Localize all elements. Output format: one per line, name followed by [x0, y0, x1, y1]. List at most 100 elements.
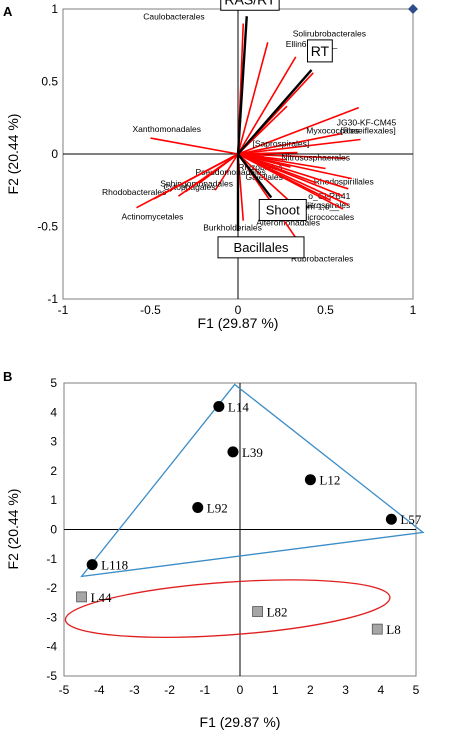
- panel-a-x-tick-label: 0: [235, 303, 242, 317]
- panel-b-x-tick-label: -4: [94, 683, 105, 697]
- vector-unlabeled-29: [237, 153, 265, 158]
- panel-a-x-tick-label: 1: [410, 303, 417, 317]
- vector-label-cytophagales: Cytophagales: [164, 182, 216, 192]
- point-l39: [227, 446, 239, 458]
- point-label-l92: L92: [207, 501, 228, 516]
- panel-b-y-tick-label: -1: [46, 552, 57, 566]
- panel-b-y-tick-label: 1: [50, 493, 57, 507]
- panel-b-x-tick-label: 3: [342, 683, 349, 697]
- vector-xanthomonadales: [150, 137, 239, 155]
- panel-b-score-plot: B -5 -4 -3 -2 -1 0 1 2 3 4 5 -5 -4 -3 -2 -1 0 1 2 3 4 5 L14 L3…: [3, 369, 425, 730]
- point-l14: [213, 400, 225, 412]
- supplementary-label-ras-rt: RAS/RT: [224, 0, 276, 7]
- vector-solirubrobacterales: [237, 42, 269, 155]
- supplementary-label-rt: RT: [311, 43, 330, 59]
- vector-label-burkholderiales: Burkholderiales: [203, 223, 262, 233]
- panel-b-x-tick-label: 2: [307, 683, 314, 697]
- vector-label-rhizobiales: Rhizobiales: [238, 162, 282, 172]
- panel-a-y-tick-label: 0.5: [41, 75, 58, 89]
- panel-b-y-tick-label: 3: [50, 435, 57, 449]
- panel-a-variable-vectors: CaulobacteralesSolirubrobacteralesEllin6…: [102, 12, 397, 264]
- point-label-l118: L118: [101, 558, 128, 573]
- vector-ellin6529-o: [237, 56, 297, 155]
- supplementary-label-box-bacillales: [217, 236, 305, 259]
- supplementary-label-bacillales: Bacillales: [234, 240, 289, 255]
- supplementary-vector-ras-rt: [236, 16, 248, 155]
- vector-unlabeled-27: [237, 153, 318, 184]
- vector-label-saprospirales: [Saprospirales]: [253, 139, 310, 149]
- vector-sphingomonadales: [214, 153, 239, 191]
- supplementary-label-shoot: Shoot: [266, 203, 300, 218]
- point-l118: [86, 559, 98, 571]
- supplementary-label-box-ras-rt: [220, 0, 280, 11]
- vector-label-solirubrobacterales: Solirubrobacterales: [293, 28, 366, 38]
- panel-b-axes: [64, 383, 416, 676]
- panel-b-y-tick-label: 0: [50, 523, 57, 537]
- panel-a-x-axis-label: F1 (29.87 %): [198, 315, 279, 331]
- panel-b-x-tick-label: 1: [272, 683, 279, 697]
- panel-b-y-tick-label: 5: [50, 376, 57, 390]
- point-l8: [371, 623, 383, 635]
- panel-b-x-tick-label: -1: [199, 683, 210, 697]
- vector-label-roseiflexales: [Roseiflexales]: [341, 126, 396, 136]
- group-hull-triangle: [80, 383, 425, 578]
- point-l44: [76, 591, 87, 603]
- vector-label-nitrospirales: Nitrospirales: [303, 200, 350, 210]
- vector-label-rubrobacterales: Rubrobacterales: [291, 253, 353, 263]
- panel-a-x-tick-label: -1: [58, 303, 69, 317]
- panel-a-y-axis-label: F2 (20.44 %): [5, 114, 21, 195]
- panel-b-y-tick-label: -2: [46, 581, 57, 595]
- panel-b-x-tick-label: 4: [377, 683, 384, 697]
- vector-label-micrococcales: Micrococcales: [300, 212, 354, 222]
- vector-label-xanthomonadales: Xanthomonadales: [133, 124, 202, 134]
- panel-b-tick-labels: -5 -4 -3 -2 -1 0 1 2 3 4 5 -5 -4 -3 -2 -1 0 1 2 3 4 5: [46, 376, 419, 697]
- panel-a-y-tick-label: -1: [47, 292, 58, 306]
- point-label-l14: L14: [228, 399, 249, 414]
- vector-unlabeled-28: [237, 153, 326, 170]
- vector-jg30-kf-cm45: [237, 106, 360, 155]
- vector-label-caulobacterales: Caulobacterales: [143, 12, 204, 22]
- panel-b-letter: B: [3, 369, 12, 384]
- supplementary-vector-shoot: [237, 153, 273, 199]
- corner-diamond-marker: [408, 4, 418, 14]
- vector-o-gi-rb41: [237, 153, 349, 190]
- vector-nitrososphaerales: [237, 153, 347, 160]
- point-label-l57: L57: [400, 512, 421, 527]
- panel-a-x-tick-label: -0.5: [140, 303, 161, 317]
- vector-label-myxococcales: Myxococcales: [306, 126, 359, 136]
- vector-label-alteromonadales: Alteromonadales: [256, 217, 320, 227]
- point-label-l44: L44: [91, 590, 112, 605]
- panel-b-x-tick-label: 0: [237, 683, 244, 697]
- vector-unlabeled-30: [185, 153, 239, 193]
- vector-myxococcales: [237, 132, 342, 155]
- vector-label-rhodospirillales: Rhodospirillales: [314, 177, 374, 187]
- point-l92: [192, 502, 204, 514]
- panel-b-group-outlines: [64, 383, 425, 638]
- panel-b-y-axis-label: F2 (20.44 %): [5, 489, 21, 570]
- supplementary-vector-rt: [237, 69, 313, 155]
- point-label-l39: L39: [242, 445, 263, 460]
- vector-label-c-gemm-1-o: c__Gemm-1;o__: [276, 201, 340, 211]
- panel-b-observations: L14 L39 L12 L92 L57 L118 L44 L82 L8: [76, 399, 422, 637]
- vector-unlabeled-26: [237, 153, 344, 210]
- vector-label-actinomycetales: Actinomycetales: [122, 212, 184, 222]
- point-label-l8: L8: [386, 622, 400, 637]
- vector-rhodospirillales: [237, 153, 352, 180]
- group-ellipse: [64, 579, 391, 638]
- panel-a-supplementary-vectors: RAS/RT RT Shoot Bacillales: [217, 0, 418, 259]
- panel-a-tick-labels: -1 -0.5 0 0.5 1 -1 -0.5 0 0.5 1: [37, 2, 416, 317]
- panel-b-x-tick-label: -2: [164, 683, 175, 697]
- supplementary-label-box-shoot: [258, 199, 307, 221]
- vector-actinomycetales: [136, 153, 239, 209]
- panel-b-y-tick-label: -4: [46, 640, 57, 654]
- vector-label-rhodobacterales: Rhodobacterales: [102, 187, 166, 197]
- panel-a-correlation-circle: A -1 -0.5 0 0.5 1 -1 -0.5 0 0.5 1 Caulobacterales…: [3, 0, 418, 331]
- panel-a-y-tick-label: -0.5: [37, 220, 58, 234]
- panel-b-y-tick-label: -5: [46, 669, 57, 683]
- point-label-l82: L82: [267, 605, 288, 620]
- supplementary-label-box-rt: [307, 39, 333, 63]
- panel-a-x-tick-label: 0.5: [317, 303, 334, 317]
- point-label-l12: L12: [319, 473, 340, 488]
- panel-b-y-tick-label: 4: [50, 405, 57, 419]
